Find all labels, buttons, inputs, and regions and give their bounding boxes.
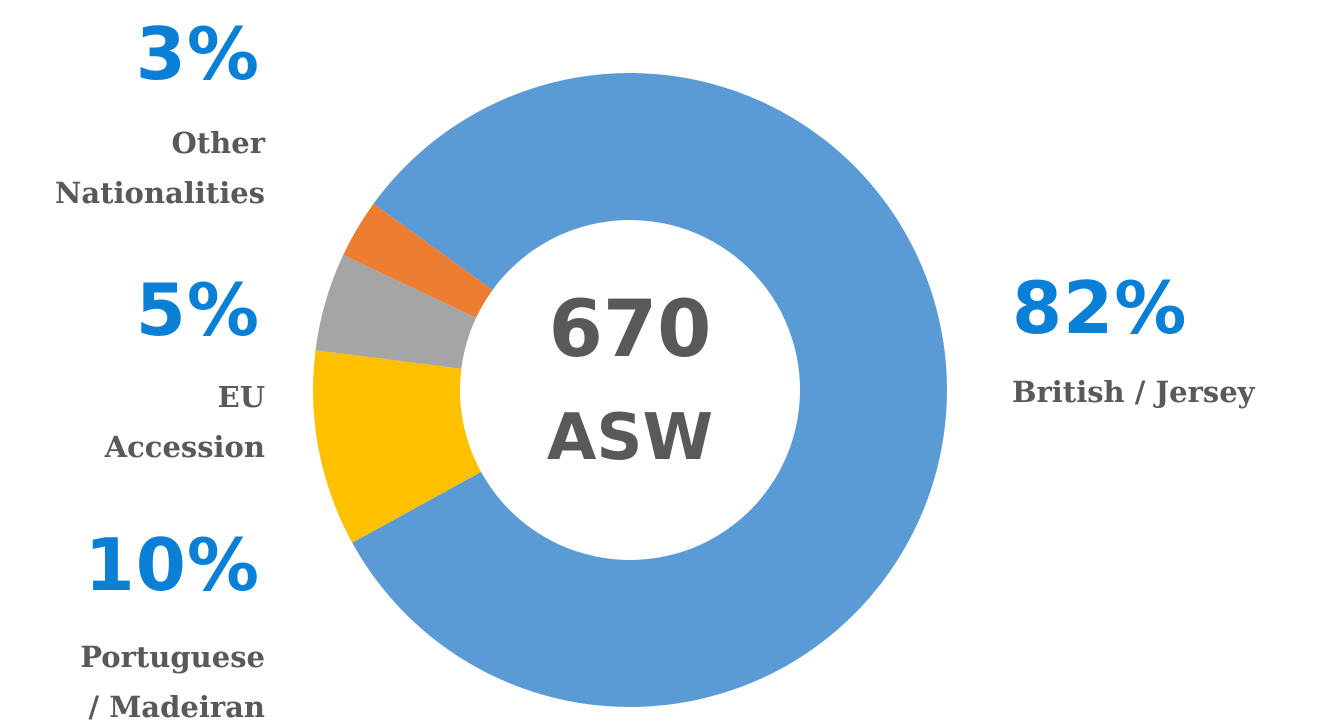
value-label: 5% — [135, 268, 260, 352]
value-label: 10% — [84, 523, 260, 607]
donut-slice — [352, 73, 947, 708]
category-label: British / Jersey — [1012, 375, 1255, 409]
donut-slice — [313, 350, 482, 543]
category-label: Portuguese / Madeiran — [80, 640, 265, 724]
category-label: Other Nationalities — [54, 126, 265, 210]
category-label: EU Accession — [104, 380, 265, 464]
value-label: 3% — [135, 12, 260, 96]
donut-slice — [343, 203, 493, 318]
total: 670 — [548, 285, 712, 375]
donut-slice — [315, 255, 477, 369]
total-label: ASW — [546, 401, 714, 475]
value-label: 82% — [1012, 266, 1188, 350]
